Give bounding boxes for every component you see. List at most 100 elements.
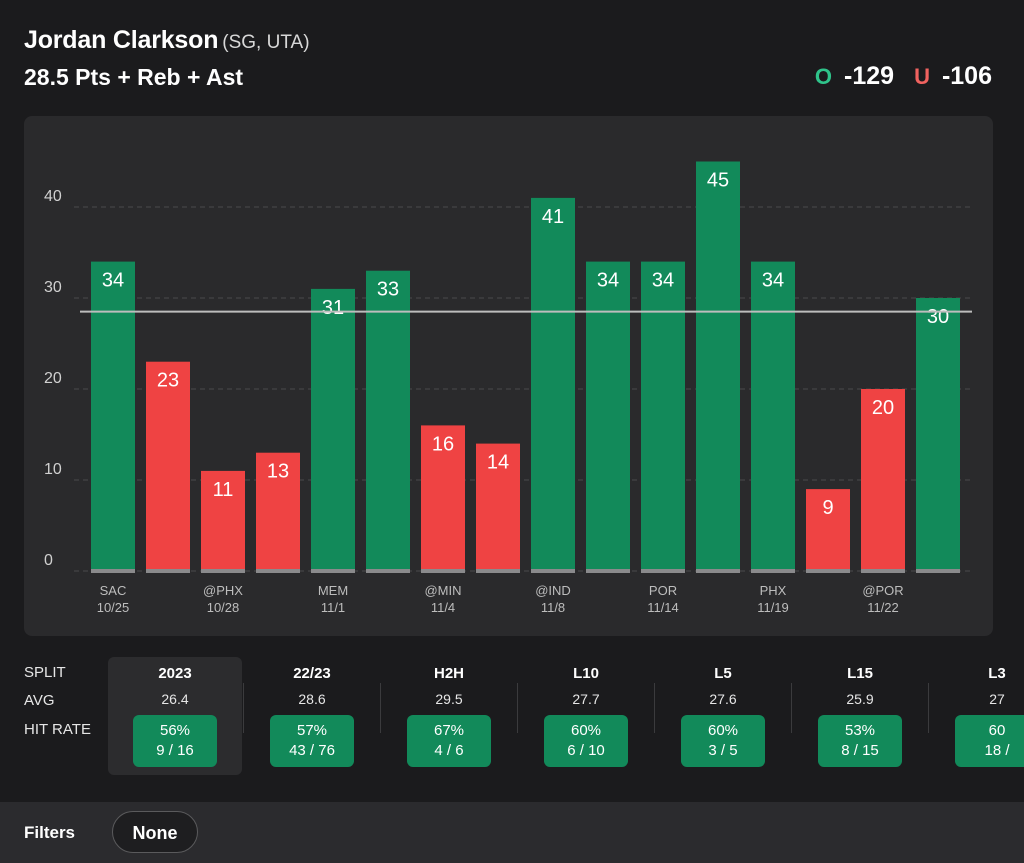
x-tick-team: MEM [318, 583, 348, 598]
bar-value-label: 41 [542, 206, 564, 228]
split-column[interactable]: L10 27.7 60% 6 / 10 [519, 657, 653, 775]
under-odds-button[interactable]: U -106 [914, 62, 992, 91]
split-name: 22/23 [293, 665, 331, 682]
bar-baseline [586, 569, 630, 573]
split-divider [654, 683, 655, 733]
hit-rate-badge: 67% 4 / 6 [407, 715, 491, 767]
bar [531, 197, 575, 571]
x-tick-team: POR [649, 583, 677, 598]
bar-value-label: 45 [707, 170, 729, 192]
y-tick-label: 30 [44, 279, 62, 296]
split-column[interactable]: L5 27.6 60% 3 / 5 [656, 657, 790, 775]
bar [751, 261, 795, 571]
split-column[interactable]: 22/23 28.6 57% 43 / 76 [245, 657, 379, 775]
bar [256, 452, 300, 571]
hit-rate-percent: 57% [296, 722, 328, 739]
split-column[interactable]: L3 27 60 18 / [930, 657, 1024, 775]
x-tick-team: PHX [760, 583, 787, 598]
x-tick-team: @IND [535, 583, 571, 598]
split-avg: 27.6 [709, 691, 737, 707]
hit-rate-badge: 57% 43 / 76 [270, 715, 354, 767]
split-divider [243, 683, 244, 733]
y-tick-label: 20 [44, 370, 62, 387]
under-letter: U [914, 63, 930, 89]
split-column[interactable]: L15 25.9 53% 8 / 15 [793, 657, 927, 775]
bar-value-label: 34 [597, 270, 619, 292]
split-divider [928, 683, 929, 733]
bar [421, 425, 465, 571]
bar [696, 161, 740, 571]
bar-baseline [201, 569, 245, 573]
over-odds: -129 [844, 62, 895, 90]
bar [201, 470, 245, 571]
hit-rate-percent: 60% [707, 722, 739, 739]
x-tick-date: 10/28 [207, 600, 240, 615]
over-letter: O [814, 63, 833, 89]
split-column[interactable]: 2023 26.4 56% 9 / 16 [108, 657, 242, 775]
hit-rate-badge: 56% 9 / 16 [133, 715, 217, 767]
player-position: (SG, UTA) [222, 32, 310, 53]
bar-value-label: 31 [322, 297, 344, 319]
bar-baseline [311, 569, 355, 573]
bar [916, 298, 960, 571]
bar-value-label: 34 [102, 270, 124, 292]
split-avg: 27 [989, 691, 1005, 707]
hit-rate-ratio: 18 / [984, 742, 1010, 759]
bar-baseline [751, 569, 795, 573]
split-column[interactable]: H2H 29.5 67% 4 / 6 [382, 657, 516, 775]
split-avg: 27.7 [572, 691, 600, 707]
bar-baseline [861, 569, 905, 573]
avg-row-label: AVG [24, 692, 55, 709]
bar-value-label: 34 [762, 270, 784, 292]
prop-label: 28.5 Pts + Reb + Ast [24, 64, 244, 90]
split-divider [380, 683, 381, 733]
bar-baseline [531, 569, 575, 573]
hit-rate-ratio: 8 / 15 [841, 742, 879, 759]
over-odds-button[interactable]: O -129 [815, 62, 894, 91]
hit-rate-badge: 53% 8 / 15 [818, 715, 902, 767]
x-tick-date: 11/8 [541, 600, 565, 615]
under-odds: -106 [941, 62, 992, 90]
bar [366, 270, 410, 571]
y-tick-label: 40 [44, 188, 62, 205]
bar-baseline [256, 569, 300, 573]
splits-table: SPLIT AVG HIT RATE 2023 26.4 56% 9 / 16 22/2… [0, 655, 1024, 780]
bar [311, 288, 355, 571]
hit-rate-percent: 56% [159, 722, 191, 739]
hit-rate-ratio: 4 / 6 [434, 742, 464, 759]
bar-value-label: 16 [432, 433, 454, 455]
bar [476, 443, 520, 571]
split-divider [791, 683, 792, 733]
bar [861, 389, 905, 571]
hit-rate-ratio: 9 / 16 [156, 742, 194, 759]
x-tick-team: @PHX [203, 583, 243, 598]
bar-value-label: 23 [157, 370, 179, 392]
x-tick-team: @POR [862, 583, 903, 598]
x-tick-date: 11/14 [647, 600, 679, 615]
x-tick-date: 10/25 [97, 600, 130, 615]
bar-baseline [916, 569, 960, 573]
bar-value-label: 30 [927, 306, 949, 328]
split-name: L15 [847, 665, 873, 682]
split-divider [517, 683, 518, 733]
bar-baseline [696, 569, 740, 573]
hit-rate-ratio: 6 / 10 [567, 742, 605, 759]
split-name: H2H [433, 665, 464, 682]
bar [586, 261, 630, 571]
y-tick-label: 0 [44, 552, 53, 569]
bar-baseline [806, 569, 850, 573]
split-name: L10 [573, 665, 599, 682]
hit-rate-badge: 60% 3 / 5 [681, 715, 765, 767]
x-tick-team: SAC [100, 583, 127, 598]
split-avg: 28.6 [298, 691, 326, 707]
bar-baseline [421, 569, 465, 573]
x-tick-date: 11/19 [757, 600, 789, 615]
split-name: 2023 [158, 665, 192, 682]
filters-label: Filters [24, 823, 76, 842]
filters-pill[interactable]: None [112, 811, 198, 853]
game-log-chart: 0 10 20 30 40 34 23 11 13 31 33 16 14 41 34 34 45 34 9 20 30… [24, 116, 993, 636]
hit-rate-row-label: HIT RATE [24, 721, 91, 738]
hit-rate-percent: 53% [844, 722, 876, 739]
hit-rate-badge: 60 18 / [955, 715, 1024, 767]
bar-value-label: 13 [267, 461, 289, 483]
